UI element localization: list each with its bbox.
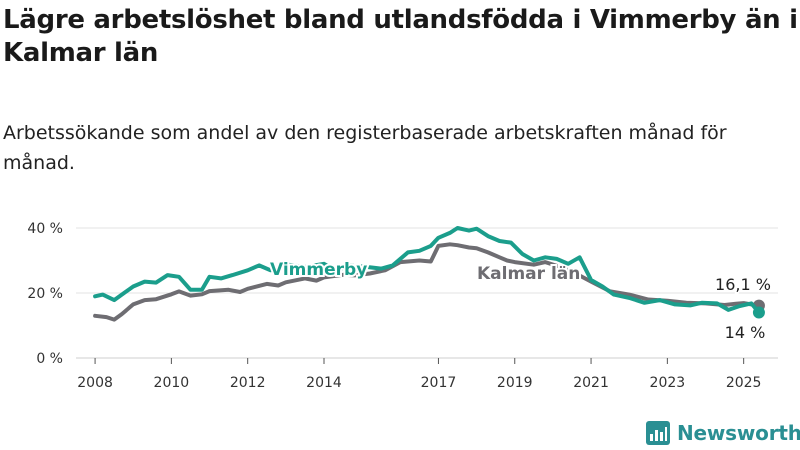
y-tick-label: 40 % — [27, 221, 63, 237]
series-endpoint-vimmerby — [752, 306, 765, 319]
x-tick-label: 2010 — [154, 375, 190, 391]
x-tick-label: 2019 — [497, 375, 533, 391]
bar-chart-logo-icon — [646, 421, 670, 445]
brand-name: Newsworthy — [677, 421, 800, 445]
y-tick-label: 20 % — [27, 286, 63, 302]
x-tick-label: 2023 — [650, 375, 686, 391]
series-line-vimmerby — [93, 226, 761, 315]
newsworthy-brand[interactable]: Newsworthy — [646, 419, 800, 447]
series-label-kalmar-l-n: Kalmar län — [477, 264, 580, 284]
x-tick-label: 2012 — [230, 375, 266, 391]
series-label-vimmerby: Vimmerby — [270, 260, 367, 280]
end-value-label: 14 % — [725, 323, 766, 342]
chart-title: Lägre arbetslöshet bland utlandsfödda i … — [3, 5, 798, 68]
series-line-kalmar-l-n — [93, 242, 761, 322]
x-tick-label: 2017 — [421, 375, 457, 391]
y-tick-label: 0 % — [36, 351, 63, 367]
end-value-label: 16,1 % — [715, 275, 771, 294]
x-tick-label: 2008 — [77, 375, 113, 391]
x-tick-label: 2025 — [726, 375, 762, 391]
chart-subtitle: Arbetssökande som andel av den registerb… — [3, 122, 727, 174]
x-tick-label: 2014 — [306, 375, 342, 391]
x-tick-label: 2021 — [573, 375, 609, 391]
